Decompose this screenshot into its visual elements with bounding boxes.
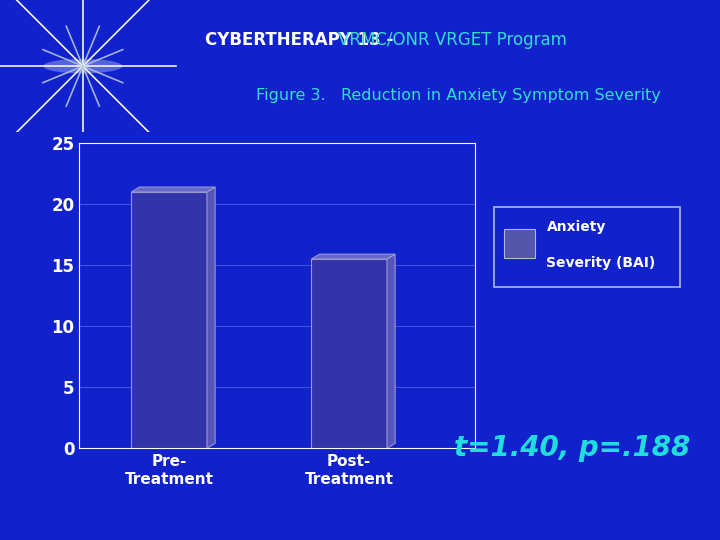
Text: Anxiety: Anxiety bbox=[546, 220, 606, 234]
Text: Severity (BAI): Severity (BAI) bbox=[546, 256, 656, 270]
Text: VRMC/ONR VRGET Program: VRMC/ONR VRGET Program bbox=[338, 31, 567, 49]
Polygon shape bbox=[312, 254, 395, 259]
FancyBboxPatch shape bbox=[494, 207, 680, 287]
Polygon shape bbox=[132, 187, 215, 192]
FancyBboxPatch shape bbox=[504, 229, 536, 258]
Bar bbox=[132, 192, 207, 448]
Text: t=1.40, p=.188: t=1.40, p=.188 bbox=[454, 434, 690, 462]
Text: CYBERTHERAPY 13 -: CYBERTHERAPY 13 - bbox=[205, 31, 400, 49]
Text: Figure 3.   Reduction in Anxiety Symptom Severity: Figure 3. Reduction in Anxiety Symptom S… bbox=[256, 88, 660, 103]
Polygon shape bbox=[207, 187, 215, 448]
Polygon shape bbox=[387, 254, 395, 448]
Bar bbox=[312, 259, 387, 448]
Circle shape bbox=[43, 59, 122, 73]
